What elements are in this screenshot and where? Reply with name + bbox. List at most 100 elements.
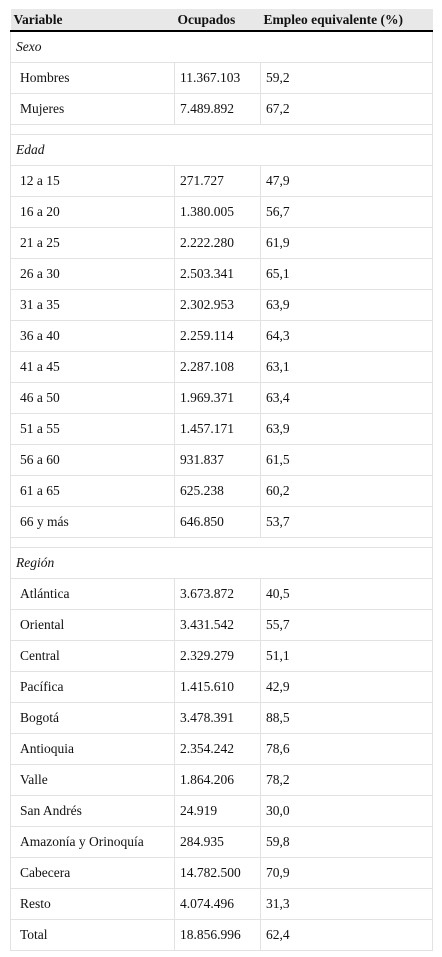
data-row: 36 a 40 2.259.114 64,3 — [10, 320, 433, 352]
cell: 30,0 — [260, 795, 433, 827]
cell: 78,2 — [260, 764, 433, 796]
cell: 65,1 — [260, 258, 433, 290]
cell: 64,3 — [260, 320, 433, 352]
cell: 11.367.103 — [174, 62, 261, 94]
cell: 3.431.542 — [174, 609, 261, 641]
cell: 60,2 — [260, 475, 433, 507]
cell: 61,5 — [260, 444, 433, 476]
cell: 3.478.391 — [174, 702, 261, 734]
data-row: Atlántica 3.673.872 40,5 — [10, 578, 433, 610]
cell: 78,6 — [260, 733, 433, 765]
cell: 67,2 — [260, 93, 433, 125]
cell: 1.380.005 — [174, 196, 261, 228]
header-cell: Ocupados — [174, 9, 261, 32]
data-row: Antioquia 2.354.242 78,6 — [10, 733, 433, 765]
cell: 63,1 — [260, 351, 433, 383]
data-row: Hombres 11.367.103 59,2 — [10, 62, 433, 94]
cell: Oriental — [10, 609, 175, 641]
section-row: Edad — [10, 134, 433, 166]
cell: Antioquia — [10, 733, 175, 765]
cell: 63,4 — [260, 382, 433, 414]
cell: 284.935 — [174, 826, 261, 858]
data-row: Cabecera 14.782.500 70,9 — [10, 857, 433, 889]
cell: 63,9 — [260, 413, 433, 445]
cell: 63,9 — [260, 289, 433, 321]
cell: 24.919 — [174, 795, 261, 827]
cell: 31 a 35 — [10, 289, 175, 321]
cell: 88,5 — [260, 702, 433, 734]
data-row: 46 a 50 1.969.371 63,4 — [10, 382, 433, 414]
cell: 26 a 30 — [10, 258, 175, 290]
data-row: 51 a 55 1.457.171 63,9 — [10, 413, 433, 445]
data-row: 56 a 60 931.837 61,5 — [10, 444, 433, 476]
data-row: 16 a 20 1.380.005 56,7 — [10, 196, 433, 228]
data-row: Valle 1.864.206 78,2 — [10, 764, 433, 796]
cell: 66 y más — [10, 506, 175, 538]
spacer-cell — [10, 124, 433, 135]
data-row: Central 2.329.279 51,1 — [10, 640, 433, 672]
cell: 7.489.892 — [174, 93, 261, 125]
cell: San Andrés — [10, 795, 175, 827]
cell: 31,3 — [260, 888, 433, 920]
data-row: 61 a 65 625.238 60,2 — [10, 475, 433, 507]
data-row: Mujeres 7.489.892 67,2 — [10, 93, 433, 125]
cell: Total — [10, 919, 175, 951]
cell: Bogotá — [10, 702, 175, 734]
cell: Hombres — [10, 62, 175, 94]
header-row: Variable Ocupados Empleo equivalente (%) — [10, 9, 433, 32]
data-row: 31 a 35 2.302.953 63,9 — [10, 289, 433, 321]
data-row: 12 a 15 271.727 47,9 — [10, 165, 433, 197]
data-row: 66 y más 646.850 53,7 — [10, 506, 433, 538]
cell: 42,9 — [260, 671, 433, 703]
cell: Resto — [10, 888, 175, 920]
cell: 51,1 — [260, 640, 433, 672]
cell: 1.457.171 — [174, 413, 261, 445]
cell: 61,9 — [260, 227, 433, 259]
cell: Central — [10, 640, 175, 672]
cell: 625.238 — [174, 475, 261, 507]
cell: 4.074.496 — [174, 888, 261, 920]
cell: 62,4 — [260, 919, 433, 951]
section-title: Región — [10, 547, 433, 579]
cell: 2.302.953 — [174, 289, 261, 321]
data-row: Total 18.856.996 62,4 — [10, 919, 433, 951]
cell: Valle — [10, 764, 175, 796]
cell: 40,5 — [260, 578, 433, 610]
cell: 1.864.206 — [174, 764, 261, 796]
cell: 70,9 — [260, 857, 433, 889]
cell: 56,7 — [260, 196, 433, 228]
cell: 53,7 — [260, 506, 433, 538]
cell: 2.287.108 — [174, 351, 261, 383]
cell: 646.850 — [174, 506, 261, 538]
data-row: Pacífica 1.415.610 42,9 — [10, 671, 433, 703]
cell: Mujeres — [10, 93, 175, 125]
header-cell: Empleo equivalente (%) — [260, 9, 433, 32]
data-row: 21 a 25 2.222.280 61,9 — [10, 227, 433, 259]
cell: 47,9 — [260, 165, 433, 197]
data-row: Bogotá 3.478.391 88,5 — [10, 702, 433, 734]
cell: 2.259.114 — [174, 320, 261, 352]
spacer-row — [10, 124, 433, 135]
cell: 3.673.872 — [174, 578, 261, 610]
data-table: Variable Ocupados Empleo equivalente (%)… — [10, 9, 433, 951]
cell: 271.727 — [174, 165, 261, 197]
spacer-cell — [10, 537, 433, 548]
cell: 59,8 — [260, 826, 433, 858]
cell: 931.837 — [174, 444, 261, 476]
cell: Amazonía y Orinoquía — [10, 826, 175, 858]
cell: 41 a 45 — [10, 351, 175, 383]
section-title: Edad — [10, 134, 433, 166]
cell: 1.415.610 — [174, 671, 261, 703]
cell: Cabecera — [10, 857, 175, 889]
cell: 36 a 40 — [10, 320, 175, 352]
cell: 61 a 65 — [10, 475, 175, 507]
table-body: Sexo Hombres 11.367.103 59,2 Mujeres 7.489.89… — [10, 30, 433, 951]
cell: 18.856.996 — [174, 919, 261, 951]
cell: 16 a 20 — [10, 196, 175, 228]
cell: 21 a 25 — [10, 227, 175, 259]
section-row: Sexo — [10, 30, 433, 63]
cell: 14.782.500 — [174, 857, 261, 889]
section-row: Región — [10, 547, 433, 579]
cell: Pacífica — [10, 671, 175, 703]
